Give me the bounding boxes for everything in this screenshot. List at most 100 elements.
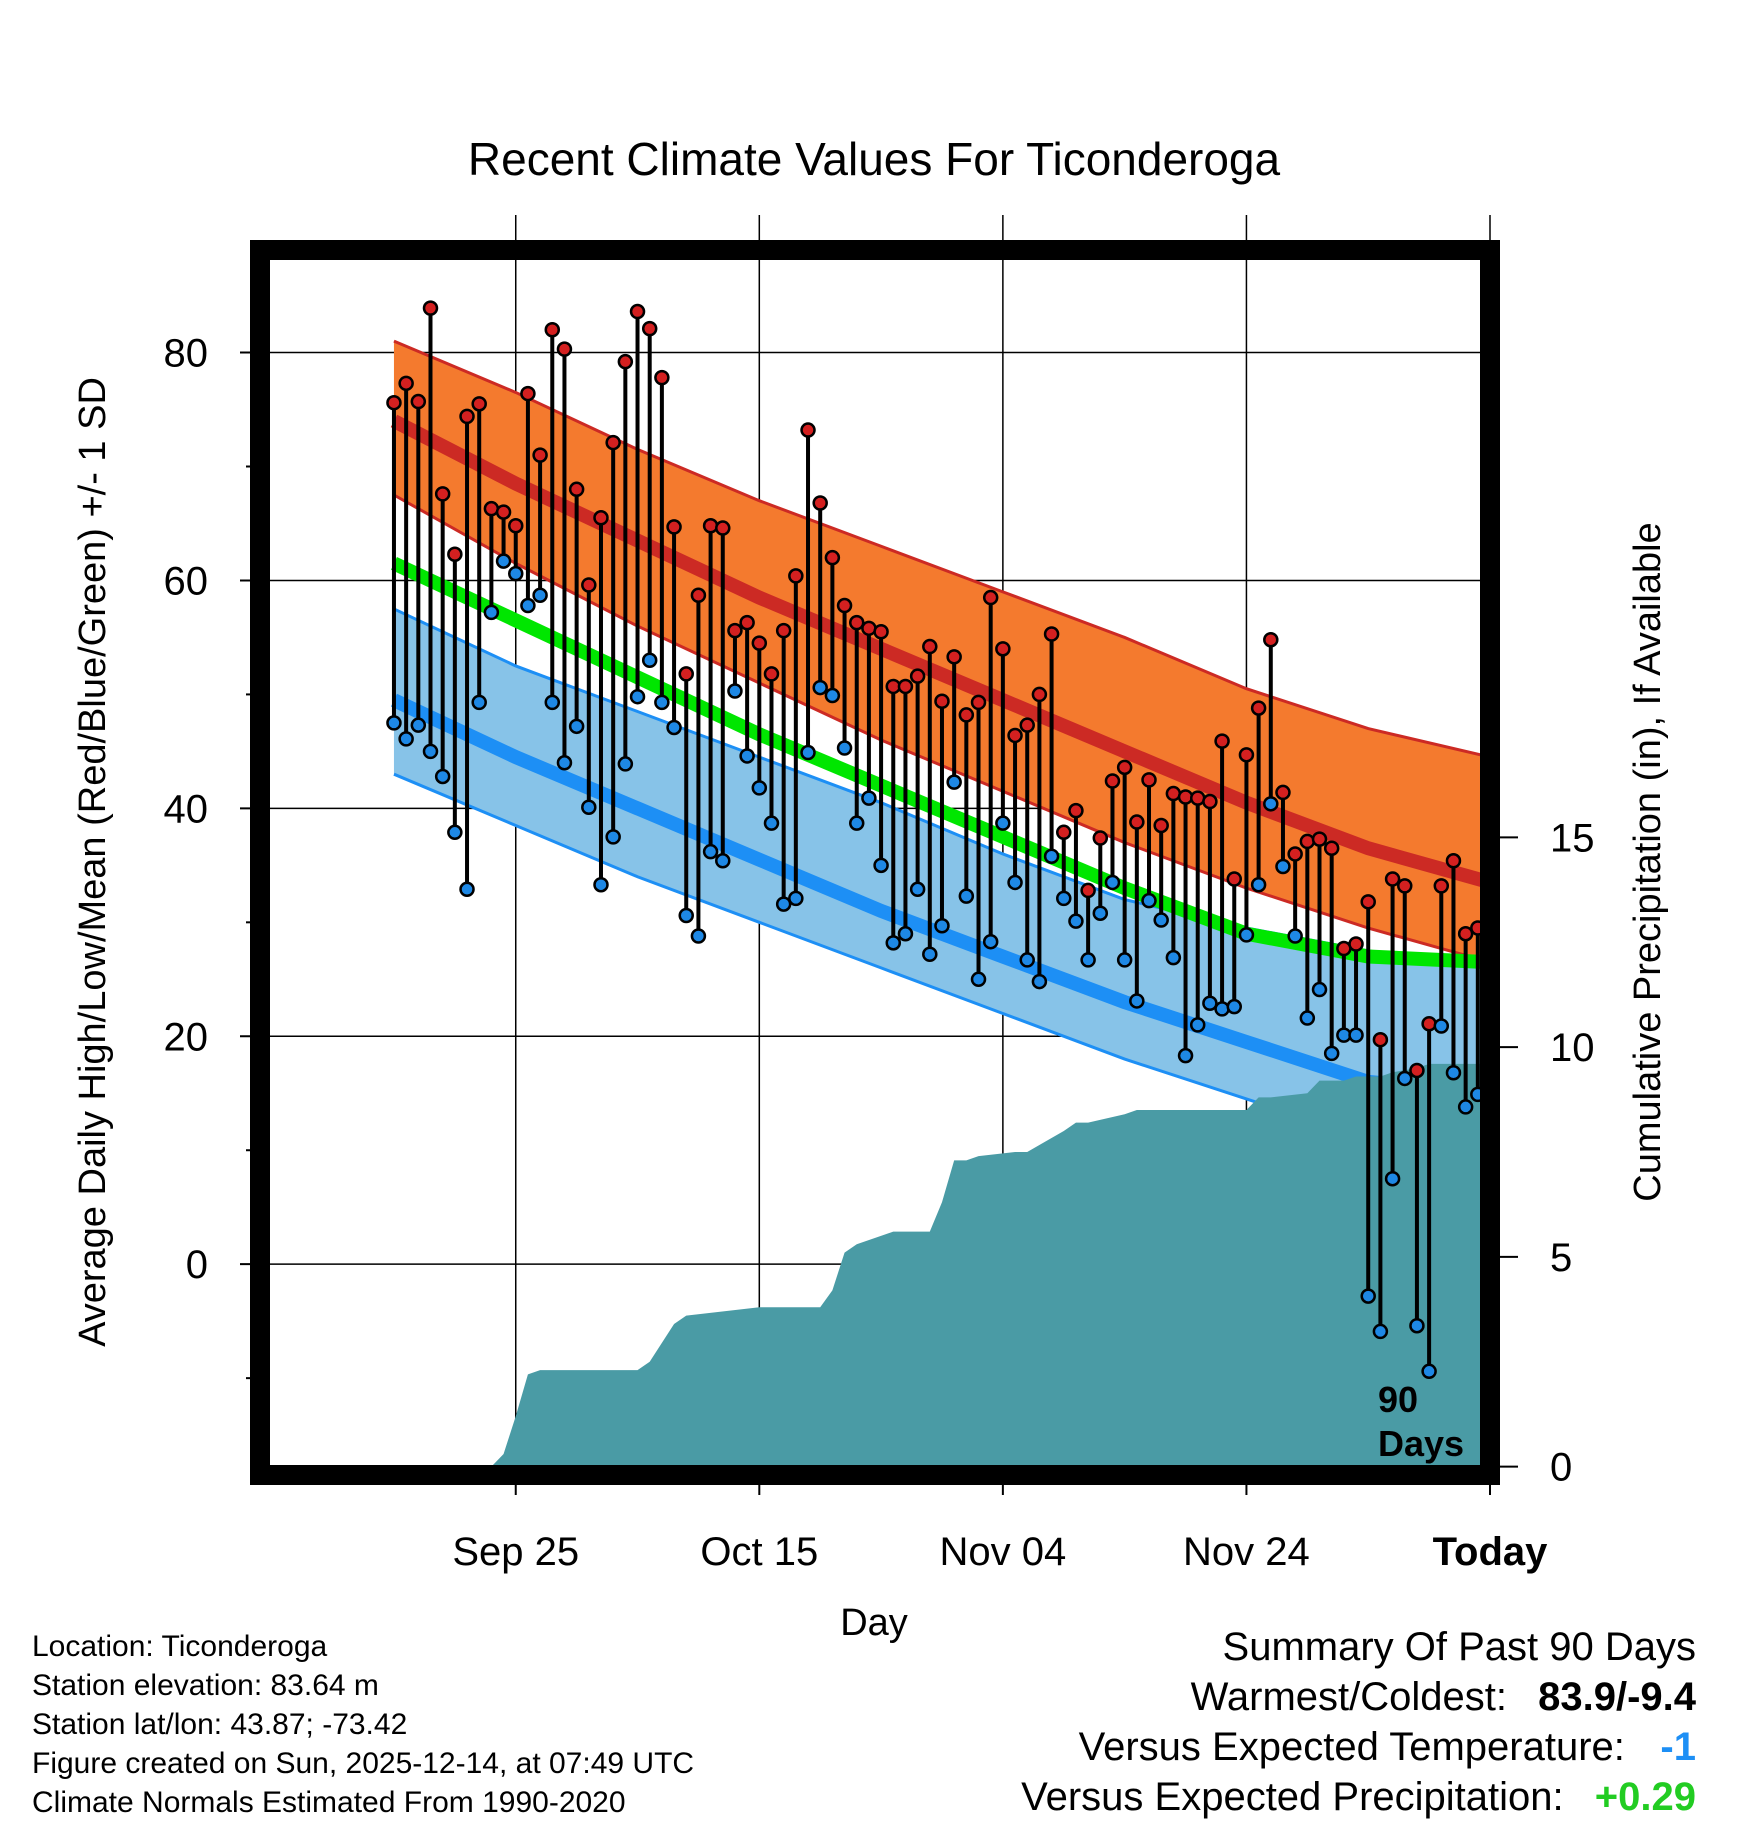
today-days-label: Days xyxy=(1378,1423,1464,1464)
daily-low-point xyxy=(775,896,792,912)
precip-cumulative-area xyxy=(381,1063,1490,1475)
daily-high-point xyxy=(1445,853,1462,869)
daily-low-point xyxy=(1141,892,1157,909)
daily-low-point xyxy=(715,853,731,869)
daily-low-point xyxy=(982,933,999,950)
daily-low-point xyxy=(1360,1288,1376,1304)
daily-high-point xyxy=(1372,1031,1389,1048)
x-tick-label: Oct 15 xyxy=(700,1530,818,1574)
daily-low-point xyxy=(861,790,877,806)
daily-high-point xyxy=(422,300,439,316)
daily-high-point xyxy=(1226,871,1243,887)
daily-high-point xyxy=(1080,882,1096,899)
warmest-label: Warmest/Coldest: xyxy=(1190,1675,1507,1719)
daily-high-point xyxy=(507,518,524,534)
daily-high-point xyxy=(982,589,999,606)
daily-low-point xyxy=(1409,1317,1425,1334)
y-tick-label: 20 xyxy=(164,1015,209,1059)
daily-low-point xyxy=(1421,1363,1437,1380)
precipitation-area xyxy=(381,1063,1490,1475)
daily-high-point xyxy=(1116,759,1133,776)
daily-high-point xyxy=(581,577,597,593)
daily-low-point xyxy=(812,679,828,696)
daily-high-point xyxy=(1141,772,1157,788)
daily-low-point xyxy=(946,774,962,790)
y-axis-label: Average Daily High/Low/Mean (Red/Blue/Gr… xyxy=(72,377,114,1347)
daily-high-point xyxy=(678,666,694,682)
daily-low-point xyxy=(1165,949,1182,966)
temp-vs-expected-label: Versus Expected Temperature: xyxy=(1078,1725,1625,1769)
daily-low-point xyxy=(690,928,707,944)
daily-low-point xyxy=(1397,1070,1413,1087)
daily-high-point xyxy=(970,694,987,711)
daily-low-point xyxy=(1457,1099,1474,1115)
daily-low-point xyxy=(751,780,768,796)
daily-high-point xyxy=(410,393,427,410)
daily-low-point xyxy=(398,731,414,747)
daily-high-point xyxy=(666,519,682,535)
daily-high-point xyxy=(1360,894,1376,910)
daily-low-point xyxy=(1092,905,1109,921)
daily-high-point xyxy=(727,622,743,639)
daily-low-point xyxy=(848,815,865,831)
daily-low-point xyxy=(995,815,1011,831)
daily-low-point xyxy=(727,683,743,699)
daily-range-bars xyxy=(391,250,1492,1475)
daily-low-point xyxy=(1080,952,1096,968)
warmest-value: 83.9/-9.4 xyxy=(1538,1675,1696,1719)
daily-low-point xyxy=(885,935,902,951)
daily-low-point xyxy=(1202,995,1218,1011)
daily-low-point xyxy=(605,829,621,845)
normal-mean-line xyxy=(390,557,1490,970)
daily-high-point xyxy=(1092,830,1109,846)
plot-frame xyxy=(250,240,1500,1485)
location-text: Location: Ticonderoga xyxy=(32,1630,328,1663)
y2-tick-label: 10 xyxy=(1550,1026,1595,1070)
daily-high-point xyxy=(520,385,536,402)
daily-low-point xyxy=(629,688,646,705)
daily-high-point xyxy=(836,597,853,614)
daily-low-point xyxy=(495,553,512,569)
daily-high-point xyxy=(897,678,914,695)
daily-high-point xyxy=(398,375,414,392)
daily-low-point xyxy=(641,652,658,668)
y-tick-label: 40 xyxy=(164,787,209,831)
y2-tick-label: 5 xyxy=(1550,1236,1572,1280)
daily-high-point xyxy=(605,434,621,451)
today-days-number: 90 xyxy=(1378,1379,1418,1420)
chart-title: Recent Climate Values For Ticonderoga xyxy=(468,133,1281,185)
latlon-text: Station lat/lon: 43.87; -73.42 xyxy=(32,1708,408,1741)
y2-axis: 0 5 10 15 xyxy=(1490,816,1595,1490)
daily-low-point xyxy=(666,719,682,736)
daily-low-point xyxy=(1043,848,1060,864)
daily-low-point xyxy=(410,717,427,733)
summary-warmest-row: Warmest/Coldest: 83.9/-9.4 xyxy=(1021,1672,1696,1722)
daily-low-point xyxy=(422,743,439,760)
daily-low-point xyxy=(922,946,938,962)
daily-low-point xyxy=(1263,796,1279,812)
daily-low-point xyxy=(434,768,451,785)
y-axis: 0 20 40 60 80 xyxy=(164,332,260,1380)
daily-high-point xyxy=(1214,733,1230,749)
daily-high-point xyxy=(495,504,512,520)
daily-low-point xyxy=(1287,928,1303,944)
created-text: Figure created on Sun, 2025-12-14, at 07… xyxy=(32,1747,695,1780)
daily-high-point xyxy=(1007,727,1023,744)
daily-low-point xyxy=(483,604,500,621)
daily-high-point xyxy=(958,707,975,723)
daily-low-point xyxy=(1445,1064,1462,1081)
daily-low-point xyxy=(1250,876,1267,893)
daily-low-point xyxy=(568,718,585,735)
daily-high-point xyxy=(1433,878,1450,894)
daily-low-point xyxy=(507,565,524,582)
daily-low-point xyxy=(1433,1018,1450,1034)
daily-high-point xyxy=(459,408,475,425)
daily-high-point xyxy=(1323,840,1340,857)
daily-high-point xyxy=(1056,824,1072,841)
y2-tick-label: 15 xyxy=(1550,816,1595,860)
daily-low-point xyxy=(581,799,597,815)
daily-low-point xyxy=(824,687,841,704)
daily-low-point xyxy=(532,587,548,604)
daily-high-point xyxy=(812,495,828,511)
daily-high-point xyxy=(1457,925,1474,942)
